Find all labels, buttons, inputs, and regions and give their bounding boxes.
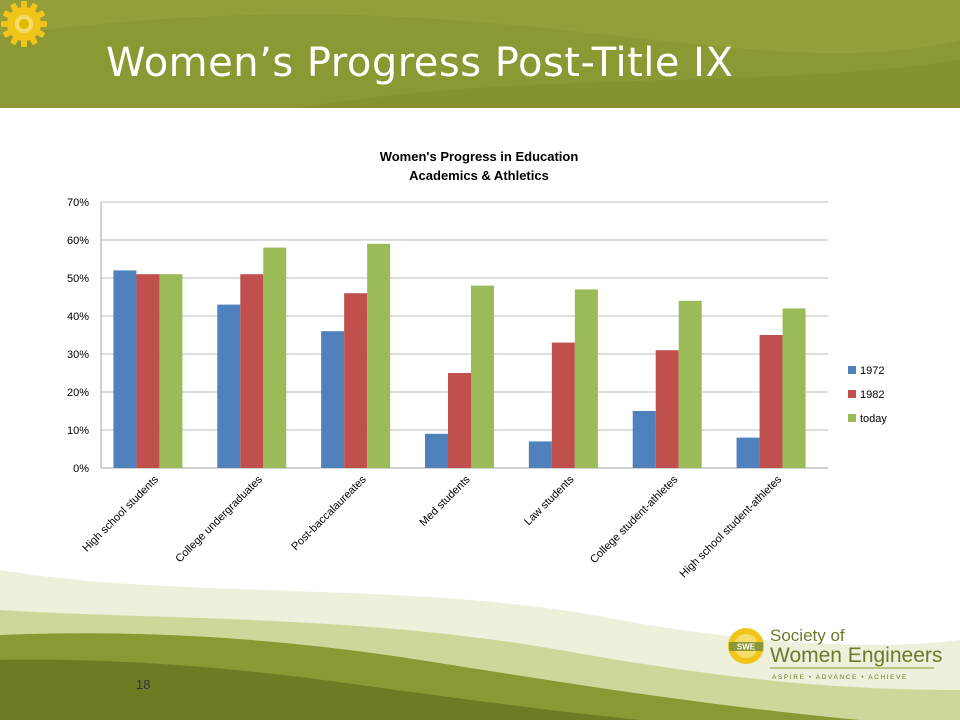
legend-label: today	[860, 413, 887, 425]
legend-swatch	[848, 390, 856, 398]
bar-1982	[344, 293, 368, 468]
y-tick-label: 10%	[67, 425, 89, 437]
bar-1982	[759, 335, 783, 468]
x-tick-label: Med students	[417, 473, 473, 529]
bar-today	[263, 247, 287, 468]
logo-line2: Women Engineers	[770, 644, 942, 667]
bar-today	[159, 274, 183, 468]
bar-1972	[528, 441, 552, 468]
y-tick-label: 60%	[67, 235, 89, 247]
legend-label: 1982	[860, 389, 884, 401]
bar-1982	[136, 274, 160, 468]
header-swoosh	[0, 0, 960, 108]
chart-subtitle: Academics & Athletics	[409, 168, 549, 183]
y-tick-label: 20%	[67, 387, 89, 399]
bar-1972	[113, 270, 137, 468]
bar-1982	[240, 274, 264, 468]
bar-1972	[217, 304, 241, 468]
bar-1982	[551, 342, 575, 468]
y-tick-label: 30%	[67, 349, 89, 361]
footer-swoosh	[0, 570, 960, 720]
page-number: 18	[136, 677, 151, 692]
y-tick-label: 0%	[73, 463, 89, 475]
swe-badge-icon: SWE	[728, 628, 764, 664]
bar-1972	[632, 411, 656, 468]
slide-title: Women’s Progress Post-Title IX	[106, 40, 734, 86]
bar-today	[678, 300, 702, 468]
bar-1972	[736, 437, 760, 468]
swe-logo: SWE Society of Women Engineers ASPIRE • …	[728, 626, 942, 681]
bar-1972	[321, 331, 345, 468]
bar-today	[574, 289, 598, 468]
legend-swatch	[848, 366, 856, 374]
bar-today	[782, 308, 806, 468]
bar-1982	[655, 350, 679, 468]
bar-1972	[425, 433, 448, 468]
logo-line1: Society of	[770, 626, 845, 645]
chart-title: Women's Progress in Education	[380, 149, 579, 164]
bar-1982	[448, 373, 471, 468]
y-tick-label: 70%	[67, 197, 89, 209]
y-tick-label: 40%	[67, 311, 89, 323]
bar-chart: Women's Progress in Education Academics …	[67, 149, 887, 580]
legend-label: 1972	[860, 365, 884, 377]
y-tick-label: 50%	[67, 273, 89, 285]
gear-icon	[1, 1, 47, 47]
bar-today	[471, 285, 494, 468]
x-tick-label: Law students	[522, 473, 577, 528]
bar-today	[367, 243, 391, 468]
slide-header: Women’s Progress Post-Title IX	[0, 0, 960, 108]
logo-tagline: ASPIRE • ADVANCE • ACHIEVE	[772, 674, 908, 681]
logo-badge-text: SWE	[737, 643, 756, 652]
legend-swatch	[848, 414, 856, 422]
